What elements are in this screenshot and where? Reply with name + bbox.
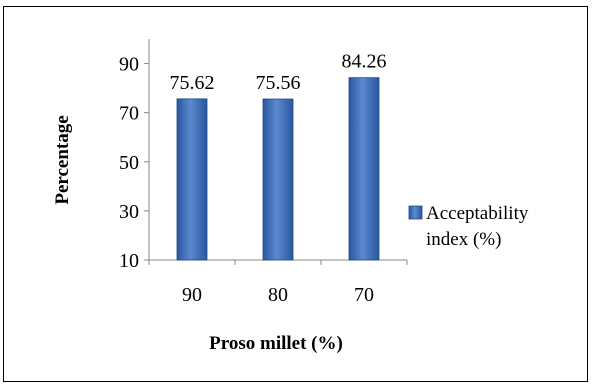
legend: Acceptability index (%)	[408, 203, 529, 250]
x-tick-label: 70	[354, 284, 374, 306]
bar-90	[176, 98, 208, 261]
bar-chart: Percentage Proso millet (%) 10 30 50 70 90 9…	[52, 39, 529, 354]
legend-label-line1: Acceptability	[426, 203, 529, 224]
legend-label-line2: index (%)	[426, 229, 501, 250]
bar-80	[262, 98, 294, 261]
data-label: 75.62	[170, 72, 215, 94]
x-axis-title: Proso millet (%)	[209, 333, 343, 354]
bar-70	[348, 77, 380, 261]
y-axis-title: Percentage	[52, 115, 73, 204]
y-tick-label: 30	[119, 201, 139, 223]
chart-frame: Percentage Proso millet (%) 10 30 50 70 90 9…	[3, 6, 588, 382]
x-tick-label: 90	[182, 284, 202, 306]
y-tick-label: 70	[119, 103, 139, 125]
data-label: 84.26	[342, 51, 387, 73]
legend-swatch	[408, 205, 423, 220]
x-tick-label: 80	[268, 284, 288, 306]
y-tick-label: 50	[119, 152, 139, 174]
y-tick-label: 10	[119, 250, 139, 272]
data-label: 75.56	[256, 72, 301, 94]
y-tick-label: 90	[119, 54, 139, 76]
